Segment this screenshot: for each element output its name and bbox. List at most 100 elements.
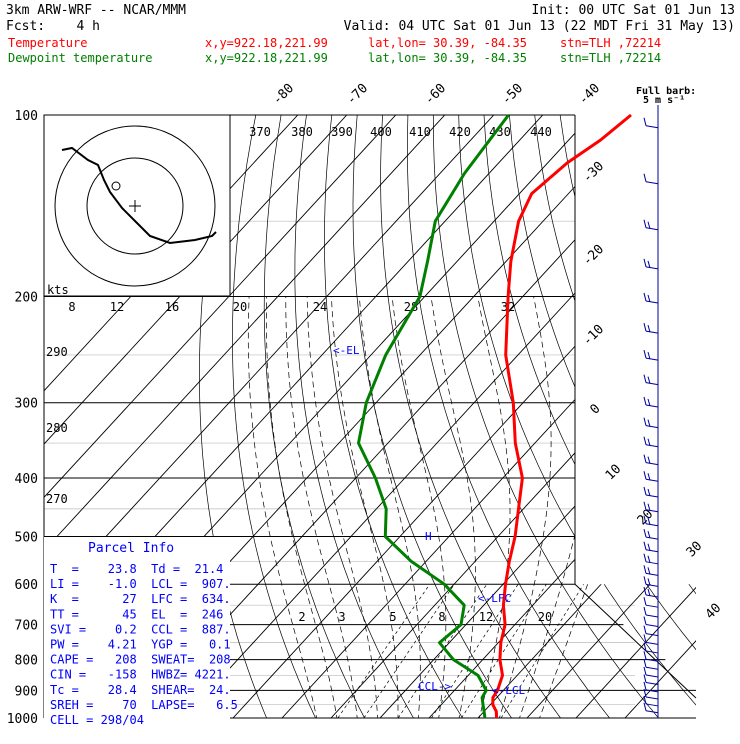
pressure-label-900: 900 xyxy=(15,684,38,699)
wind-barb-flag xyxy=(644,626,646,634)
speed-ring-label: 24 xyxy=(313,300,327,314)
wind-barb xyxy=(646,426,658,428)
dry-adiabat xyxy=(484,115,740,731)
pressure-label-700: 700 xyxy=(15,619,38,634)
isotherm xyxy=(625,115,740,718)
pressure-label-600: 600 xyxy=(15,578,38,593)
wind-barb xyxy=(646,642,658,644)
isotherm-label: -20 xyxy=(580,242,607,269)
wind-barb-flag xyxy=(644,418,646,426)
wind-barb-flag xyxy=(644,651,646,659)
barb-legend-line2: 5 m s⁻¹ xyxy=(643,95,685,106)
wind-barb-flag xyxy=(644,323,646,331)
parcel-info-row: SVI = 0.2 CCL = 887. xyxy=(50,622,231,636)
legend-temperature-label: Temperature xyxy=(8,36,87,50)
wind-barb-flag xyxy=(644,554,646,562)
moist-adiabat xyxy=(431,297,475,731)
isotherm xyxy=(233,115,740,718)
dry-adiabat xyxy=(611,115,740,731)
isotherm xyxy=(380,115,740,718)
parcel-info-row: T = 23.8 Td = 21.4 xyxy=(50,562,223,576)
isotherm-label: -10 xyxy=(580,322,607,349)
dry-adiabat xyxy=(560,115,740,731)
pressure-label-200: 200 xyxy=(15,291,38,306)
theta-label: 410 xyxy=(409,125,431,139)
wind-barbs xyxy=(644,105,658,718)
isotherm-label: 10 xyxy=(603,462,625,484)
theta-label: 370 xyxy=(249,125,271,139)
isotherm-label: -80 xyxy=(270,81,297,108)
speed-ring-label: 8 xyxy=(68,300,75,314)
parcel-info-row: CIN = -158 HWBZ= 4221. xyxy=(50,668,231,682)
parcel-info-row: SREH = 70 LAPSE= 6.5 xyxy=(50,698,238,712)
wind-barb-flag xyxy=(644,437,646,445)
parcel-info-row: CELL = 298/04 xyxy=(50,713,144,727)
ccl-marker: CCL-> xyxy=(418,680,451,693)
wind-barb xyxy=(646,615,658,617)
wind-barb xyxy=(646,537,658,539)
lfc-marker: <-LFC xyxy=(478,592,511,605)
legend-dewpoint-label: Dewpoint temperature xyxy=(8,51,153,65)
isotherm-label: -60 xyxy=(422,81,449,108)
parcel-info-row: PW = 4.21 YGP = 0.1 xyxy=(50,638,231,652)
theta-label: 440 xyxy=(530,125,552,139)
wind-barb xyxy=(646,667,658,669)
wind-barb xyxy=(646,562,658,564)
wind-barb xyxy=(646,573,658,575)
pressure-label-1000: 1000 xyxy=(7,712,38,727)
speed-ring-label: 12 xyxy=(110,300,124,314)
moist-adiabat xyxy=(515,297,600,731)
parcel-info-row: CAPE = 208 SWEAT= 208 xyxy=(50,653,231,667)
theta-e-label: 290 xyxy=(46,345,68,359)
mixing-ratio-line xyxy=(398,584,487,718)
wind-barb-flag xyxy=(644,397,646,405)
parcel-info-rows: T = 23.8 Td = 21.4LI = -1.0 LCL = 907.K … xyxy=(50,562,238,727)
moist-adiabat xyxy=(359,297,420,731)
el-marker: <-EL xyxy=(333,344,360,357)
isotherm-label: -30 xyxy=(580,159,607,186)
isotherm xyxy=(184,115,739,718)
isotherm xyxy=(282,115,740,718)
mixing-ratio-label: 3 xyxy=(338,610,345,624)
wind-barb xyxy=(646,405,658,407)
wind-barb xyxy=(646,383,658,385)
mixing-ratio-label: 20 xyxy=(538,610,552,624)
wind-barb xyxy=(646,267,658,269)
wind-barb xyxy=(646,358,658,360)
pressure-label-100: 100 xyxy=(15,109,38,124)
header-init: Init: 00 UTC Sat 01 Jun 13 xyxy=(532,3,736,18)
isotherm-label: 0 xyxy=(587,401,603,417)
parcel-info-row: K = 27 LFC = 634. xyxy=(50,592,231,606)
header-fcst: Fcst: 4 h xyxy=(6,19,100,34)
wind-barb-flag xyxy=(644,682,646,690)
frame-right-diag xyxy=(575,584,696,698)
wind-barb xyxy=(646,495,658,497)
hodograph: kts xyxy=(44,115,230,297)
wind-barb xyxy=(646,605,658,607)
wind-barb xyxy=(646,126,658,128)
wind-barb-flag xyxy=(644,529,646,537)
dry-adiabat xyxy=(687,115,740,731)
wind-barb-flag xyxy=(644,667,646,675)
wind-barb xyxy=(646,463,658,465)
legend-dewpoint-xy: x,y=922.18,221.99 xyxy=(205,51,328,65)
parcel-info-row: LI = -1.0 LCL = 907. xyxy=(50,577,231,591)
wind-barb xyxy=(646,301,658,303)
wind-barb xyxy=(646,595,658,597)
mixing-ratio-label: 5 xyxy=(389,610,396,624)
header-valid: Valid: 04 UTC Sat 01 Jun 13 (22 MDT Fri … xyxy=(344,19,735,34)
legend-temperature-station: stn=TLH ,72214 xyxy=(560,36,661,50)
wind-barb-flag xyxy=(644,375,646,383)
mixing-ratio-line xyxy=(501,584,583,718)
wind-barb xyxy=(646,624,658,626)
parcel-info-title: Parcel Info xyxy=(88,541,174,556)
mixing-ratio-line xyxy=(338,584,430,718)
parcel-info-row: Tc = 28.4 SHEAR= 24. xyxy=(50,683,231,697)
mixing-ratio-label: 12 xyxy=(479,610,493,624)
theta-label: 380 xyxy=(291,125,313,139)
wind-barb-flag xyxy=(644,565,646,573)
theta-label: 400 xyxy=(370,125,392,139)
wind-barb xyxy=(646,697,658,699)
header-model: 3km ARW-WRF -- NCAR/MMM xyxy=(6,3,186,18)
